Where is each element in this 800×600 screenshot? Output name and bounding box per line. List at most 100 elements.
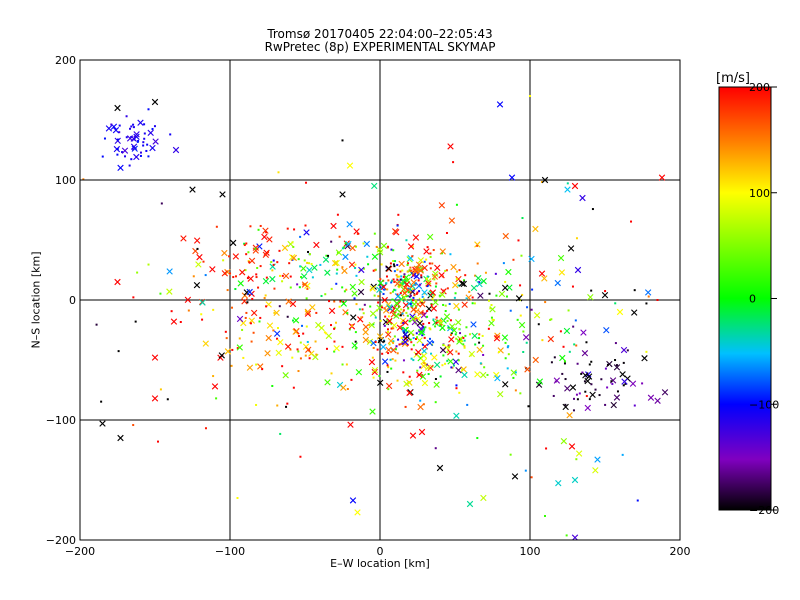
data-point-dot <box>452 364 455 367</box>
data-point-dot <box>297 370 300 373</box>
data-point-dot <box>132 123 135 126</box>
data-point-dot <box>179 321 182 324</box>
data-point-dot <box>504 280 507 283</box>
data-point-cross <box>501 334 509 341</box>
data-point-dot <box>409 269 412 272</box>
data-point-dot <box>476 244 479 247</box>
data-point-dot <box>116 148 119 151</box>
data-point-dot <box>285 405 288 408</box>
data-point-dot <box>298 286 301 289</box>
data-point-dot <box>452 161 455 164</box>
data-point-dot <box>146 143 149 146</box>
data-point-dot <box>276 327 279 330</box>
data-point-cross <box>522 334 530 341</box>
data-point-dot <box>408 381 411 384</box>
data-point-dot <box>383 324 386 327</box>
data-point-dot <box>433 278 436 281</box>
data-point-dot <box>289 275 292 278</box>
data-point-dot <box>398 343 401 346</box>
data-point-dot <box>299 265 302 268</box>
data-point-dot <box>305 181 308 184</box>
data-point-dot <box>345 288 348 291</box>
data-point-dot <box>391 298 394 301</box>
data-point-cross <box>575 450 583 457</box>
data-point-dot <box>633 289 636 292</box>
data-point-cross <box>351 290 358 297</box>
data-point-dot <box>299 341 302 344</box>
data-point-dot <box>388 343 391 346</box>
data-point-cross <box>250 309 258 317</box>
data-point-dot <box>272 263 275 266</box>
data-point-cross <box>437 319 445 327</box>
data-point-dot <box>341 266 344 269</box>
data-point-cross <box>417 403 424 411</box>
data-point-cross <box>443 313 451 320</box>
data-point-dot <box>258 320 261 323</box>
data-point-dot <box>545 447 548 450</box>
data-point-dot <box>116 138 119 141</box>
data-point-dot <box>265 305 268 308</box>
data-point-dot <box>525 341 528 344</box>
data-point-dot <box>392 327 395 330</box>
data-point-cross <box>563 327 571 335</box>
data-point-dot <box>563 360 566 363</box>
data-point-dot <box>328 300 331 303</box>
data-point-cross <box>318 324 325 332</box>
data-point-cross <box>582 372 589 379</box>
data-point-cross <box>368 321 375 329</box>
data-point-dot <box>405 239 408 242</box>
data-point-dot <box>128 164 131 167</box>
data-point-dot <box>405 311 408 314</box>
data-point-cross <box>438 202 446 209</box>
data-point-cross <box>536 378 544 385</box>
data-point-cross <box>369 408 376 415</box>
data-point-dot <box>204 427 207 430</box>
data-point-dot <box>299 357 302 360</box>
data-point-dot <box>622 384 625 387</box>
data-point-cross <box>263 249 270 256</box>
data-point-cross <box>290 254 297 262</box>
data-point-dot <box>228 255 231 258</box>
data-point-dot <box>457 284 460 287</box>
data-point-cross <box>248 257 256 265</box>
data-point-cross <box>431 354 438 361</box>
data-point-dot <box>390 248 393 251</box>
data-point-dot <box>255 276 258 279</box>
data-point-dot <box>440 252 443 255</box>
data-point-cross <box>264 350 271 357</box>
data-point-dot <box>348 328 351 331</box>
data-point-cross <box>151 354 159 361</box>
data-point-dot <box>412 289 415 292</box>
data-point-dot <box>386 370 389 373</box>
data-point-dot <box>438 294 441 297</box>
data-point-dot <box>450 366 453 369</box>
data-point-dot <box>457 352 460 355</box>
data-point-dot <box>483 366 486 369</box>
data-point-dot <box>129 127 132 130</box>
data-point-dot <box>238 337 241 340</box>
data-point-dot <box>390 281 393 284</box>
data-point-cross <box>610 401 617 409</box>
data-point-dot <box>575 237 578 240</box>
data-point-dot <box>435 321 438 324</box>
data-point-dot <box>110 123 113 126</box>
data-point-dot <box>524 469 527 472</box>
data-point-dot <box>339 300 342 303</box>
data-point-cross <box>419 373 427 380</box>
data-point-cross <box>496 101 504 108</box>
data-point-cross <box>453 302 460 310</box>
data-point-dot <box>621 453 624 456</box>
data-point-dot <box>234 288 237 291</box>
data-point-cross <box>354 509 361 516</box>
data-point-cross <box>252 247 259 254</box>
data-point-dot <box>390 327 393 330</box>
data-point-dot <box>356 232 359 235</box>
data-point-dot <box>259 265 262 268</box>
data-point-dot <box>291 356 294 359</box>
data-point-dot <box>521 217 524 220</box>
data-point-dot <box>463 339 466 342</box>
data-point-dot <box>255 273 258 276</box>
data-point-dot <box>409 266 412 269</box>
data-point-cross <box>455 319 462 326</box>
data-point-cross <box>421 264 428 272</box>
